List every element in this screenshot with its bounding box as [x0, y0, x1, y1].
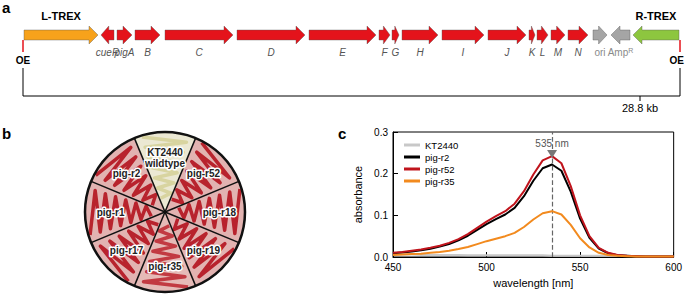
- svg-text:AmpR: AmpR: [608, 47, 634, 59]
- svg-text:0.1: 0.1: [374, 210, 388, 221]
- svg-text:F: F: [381, 47, 388, 58]
- svg-text:pig-r1: pig-r1: [97, 207, 125, 218]
- svg-text:I: I: [462, 47, 465, 58]
- svg-text:KT2440: KT2440: [147, 147, 183, 158]
- svg-text:pig-r52: pig-r52: [187, 168, 221, 179]
- svg-text:pig-r2: pig-r2: [425, 152, 449, 163]
- svg-text:pig-r19: pig-r19: [187, 245, 221, 256]
- svg-text:H: H: [416, 47, 424, 58]
- svg-text:pig-r35: pig-r35: [148, 261, 182, 272]
- svg-text:N: N: [574, 47, 582, 58]
- svg-text:wildtype: wildtype: [144, 158, 185, 169]
- svg-text:L-TREX: L-TREX: [41, 10, 81, 22]
- svg-text:G: G: [392, 47, 400, 58]
- svg-text:pig-r52: pig-r52: [425, 164, 455, 175]
- svg-text:D: D: [267, 47, 274, 58]
- svg-text:pig-r17: pig-r17: [110, 245, 144, 256]
- svg-text:wavelength [nm]: wavelength [nm]: [492, 277, 573, 289]
- svg-text:C: C: [195, 47, 203, 58]
- svg-text:OE: OE: [16, 55, 31, 66]
- svg-text:pigA: pigA: [113, 47, 134, 58]
- svg-text:450: 450: [385, 262, 402, 273]
- svg-text:M: M: [554, 47, 563, 58]
- svg-text:a: a: [2, 0, 11, 16]
- svg-text:500: 500: [478, 262, 495, 273]
- svg-text:absorbance: absorbance: [352, 166, 364, 224]
- svg-text:0.2: 0.2: [374, 168, 388, 179]
- svg-text:550: 550: [572, 262, 589, 273]
- svg-text:E: E: [339, 47, 346, 58]
- svg-text:pig-r18: pig-r18: [203, 207, 237, 218]
- svg-text:c: c: [338, 125, 346, 142]
- svg-text:OE: OE: [670, 55, 685, 66]
- svg-text:J: J: [504, 47, 511, 58]
- svg-text:cueR: cueR: [95, 47, 120, 58]
- svg-text:B: B: [144, 47, 151, 58]
- svg-text:535 nm: 535 nm: [535, 138, 568, 149]
- svg-text:pig-r2: pig-r2: [113, 168, 141, 179]
- svg-text:b: b: [2, 125, 11, 142]
- svg-text:28.8 kb: 28.8 kb: [622, 102, 658, 114]
- svg-text:KT2440: KT2440: [425, 140, 458, 151]
- svg-text:pig-r35: pig-r35: [425, 176, 455, 187]
- svg-text:L: L: [540, 47, 546, 58]
- svg-text:ori: ori: [594, 47, 605, 58]
- svg-text:K: K: [529, 47, 537, 58]
- svg-text:600: 600: [665, 262, 682, 273]
- svg-text:R-TREX: R-TREX: [636, 10, 678, 22]
- svg-text:0.0: 0.0: [374, 251, 388, 263]
- svg-text:0.3: 0.3: [374, 127, 388, 138]
